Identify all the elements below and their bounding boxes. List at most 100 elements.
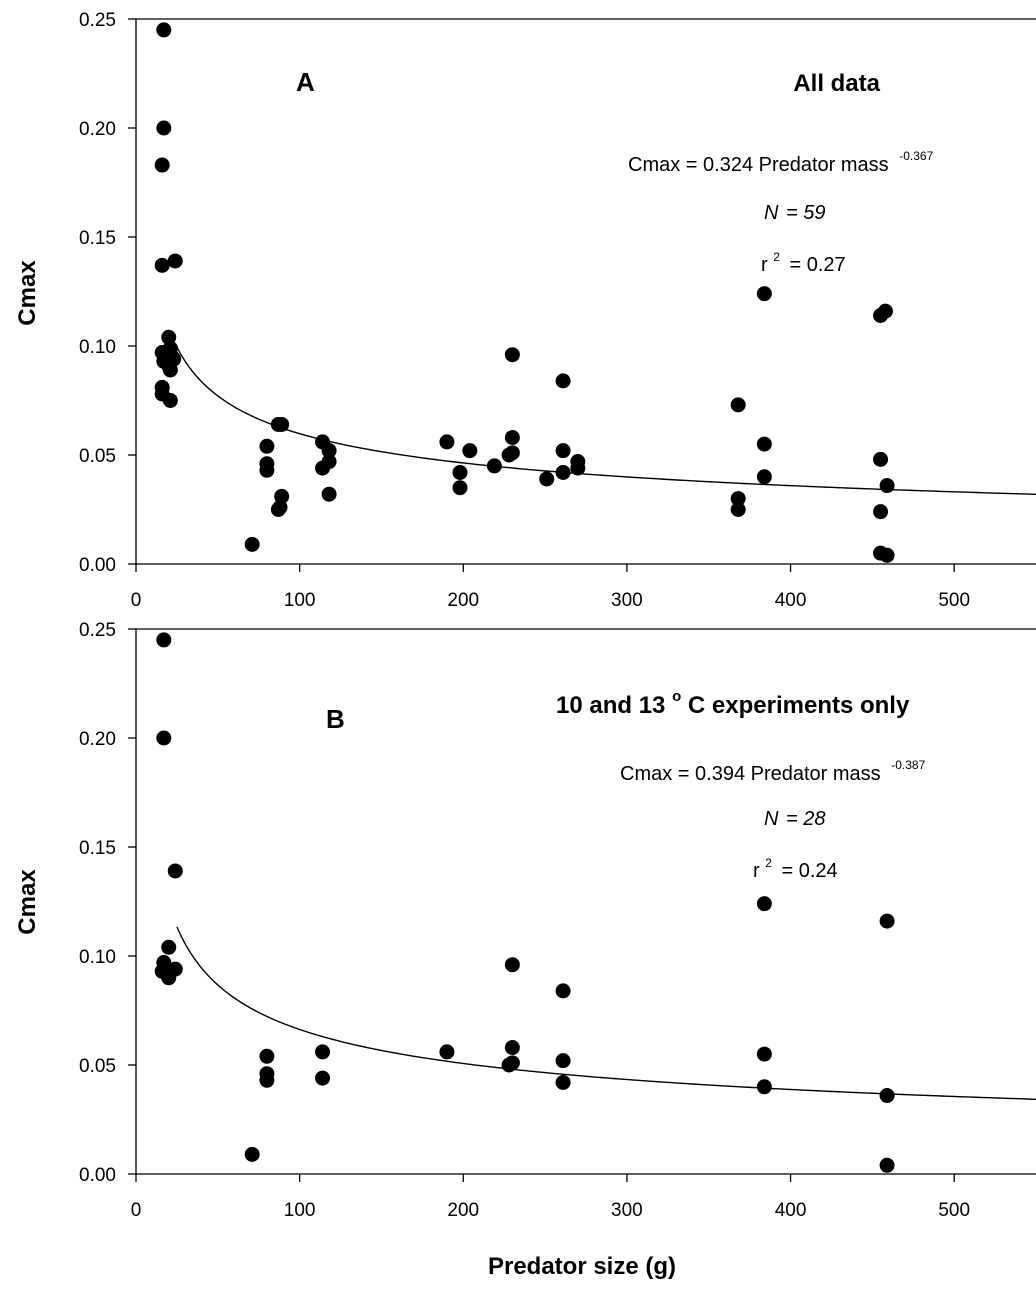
panel-b-y-tick-label: 0.15 bbox=[79, 838, 116, 859]
panel-a-data-point bbox=[486, 458, 502, 474]
panel-a-data-point bbox=[879, 478, 895, 494]
panel-a-n-prefix: N bbox=[764, 202, 779, 224]
panel-a-data-point bbox=[504, 430, 520, 446]
panel-a-data-point bbox=[244, 536, 260, 552]
panel-a-data-point bbox=[321, 443, 337, 459]
panel-a-data-point bbox=[452, 464, 468, 480]
panel-a-subtitle: All data bbox=[793, 70, 880, 97]
panel-a-r2: r 2 = 0.27 bbox=[761, 244, 846, 276]
panel-a-y-tick-label: 0.25 bbox=[79, 10, 116, 31]
panel-a-data-point bbox=[555, 464, 571, 480]
panel-a-data-point bbox=[274, 416, 290, 432]
panel-a-n-value: = 59 bbox=[786, 202, 825, 224]
panel-a-r2-exponent: 2 bbox=[773, 250, 780, 264]
panel-b-equation-text: Cmax = 0.394 Predator mass bbox=[620, 763, 881, 785]
panel-a-data-point bbox=[162, 393, 178, 408]
panel-b: 0.00 0.05 0.10 0.15 0.20 0.25 0 100 200 300 400 500… bbox=[14, 620, 1036, 1280]
panel-b-y-tick-label: 0.05 bbox=[79, 1056, 116, 1077]
panel-b-data-point bbox=[555, 983, 571, 999]
panel-a-data-point bbox=[555, 443, 571, 459]
panel-b-data-point bbox=[315, 1044, 331, 1060]
panel-b-data-point bbox=[161, 970, 177, 986]
panel-b-r2-exponent: 2 bbox=[765, 856, 772, 870]
panel-a-x-tick-label: 0 bbox=[131, 590, 142, 611]
panel-a-data-point bbox=[504, 445, 520, 461]
panel-b-equation: Cmax = 0.394 Predator mass -0.387 bbox=[620, 758, 926, 785]
panel-a-y-tick-label: 0.00 bbox=[79, 555, 116, 576]
panel-a-data-point bbox=[154, 257, 170, 273]
panel-b-n-value: = 28 bbox=[786, 808, 825, 830]
panel-a-points bbox=[154, 22, 895, 563]
panel-a-data-point bbox=[167, 253, 183, 269]
panel-b-x-tick-label: 300 bbox=[611, 1200, 643, 1221]
panel-b-data-point bbox=[555, 1053, 571, 1069]
panel-a-x-tick-label: 500 bbox=[938, 590, 970, 611]
panel-a-data-point bbox=[555, 373, 571, 389]
panel-a-y-tick-label: 0.20 bbox=[79, 119, 116, 140]
panel-a-r2-base: r bbox=[761, 254, 768, 276]
panel-a-data-point bbox=[730, 502, 746, 517]
panel-a-label: A bbox=[296, 67, 315, 97]
panel-a-data-point bbox=[270, 502, 286, 517]
panel-b-data-point bbox=[315, 1070, 331, 1086]
panel-a-data-point bbox=[877, 303, 893, 319]
panel-a-data-point bbox=[879, 547, 895, 563]
panel-a-data-point bbox=[452, 480, 468, 496]
panel-b-axes: 0.00 0.05 0.10 0.15 0.20 0.25 0 100 200 300 400 500 bbox=[79, 620, 1036, 1221]
panel-a-equation-exponent: -0.367 bbox=[899, 149, 933, 163]
panel-b-data-point bbox=[504, 1040, 520, 1056]
panel-b-data-point bbox=[259, 1048, 275, 1064]
panel-a-data-point bbox=[321, 454, 337, 470]
panel-b-y-tick-label: 0.00 bbox=[79, 1165, 116, 1186]
panel-b-data-point bbox=[504, 957, 520, 973]
panel-b-data-point bbox=[439, 1044, 455, 1060]
panel-a-data-point bbox=[156, 22, 172, 38]
panel-a-data-point bbox=[156, 120, 172, 136]
panel-b-data-point bbox=[161, 939, 177, 955]
panel-b-data-point bbox=[167, 863, 183, 879]
panel-b-data-point bbox=[244, 1146, 260, 1162]
panel-a-x-tick-label: 100 bbox=[284, 590, 316, 611]
panel-b-subtitle-prefix: 10 and 13 bbox=[556, 692, 665, 719]
panel-a-data-point bbox=[321, 486, 337, 502]
panel-b-data-point bbox=[259, 1072, 275, 1088]
panel-b-data-point bbox=[756, 1079, 772, 1095]
panel-b-data-point bbox=[156, 632, 172, 648]
panel-a-x-tick-label: 300 bbox=[611, 590, 643, 611]
panel-a-axes: 0.00 0.05 0.10 0.15 0.20 0.25 0 100 200 300 400 500 bbox=[79, 10, 1036, 611]
panel-a-data-point bbox=[756, 469, 772, 485]
panel-b-equation-exponent: -0.387 bbox=[891, 758, 925, 772]
panel-b-fit-curve bbox=[176, 926, 1036, 1100]
panel-b-x-tick-label: 100 bbox=[284, 1200, 316, 1221]
panel-a-data-point bbox=[539, 471, 555, 487]
panel-b-data-point bbox=[879, 1088, 895, 1104]
panel-a-data-point bbox=[873, 451, 889, 467]
panel-b-n-prefix: N bbox=[764, 808, 779, 830]
panel-a-data-point bbox=[504, 347, 520, 363]
panel-a-n: N = 59 bbox=[764, 202, 826, 224]
panel-a-fit-curve bbox=[176, 346, 1036, 495]
panel-b-r2: r 2 = 0.24 bbox=[753, 850, 838, 882]
panel-b-points bbox=[154, 632, 895, 1173]
panel-b-curve-group bbox=[176, 926, 1036, 1100]
panel-a-y-tick-label: 0.10 bbox=[79, 337, 116, 358]
panel-b-data-point bbox=[156, 730, 172, 746]
panel-a-data-point bbox=[756, 286, 772, 302]
panel-a-y-tick-label: 0.05 bbox=[79, 446, 116, 467]
panel-a-x-tick-label: 200 bbox=[447, 590, 479, 611]
panel-b-subtitle-degree: o bbox=[672, 688, 681, 705]
panel-b-data-point bbox=[756, 1046, 772, 1062]
panel-b-data-point bbox=[879, 913, 895, 929]
panel-a-curve-group bbox=[176, 346, 1036, 495]
panel-b-y-tick-label: 0.20 bbox=[79, 729, 116, 750]
panel-a-y-tick-label: 0.15 bbox=[79, 228, 116, 249]
panel-a-data-point bbox=[730, 491, 746, 507]
panel-b-y-tick-label: 0.10 bbox=[79, 947, 116, 968]
panel-b-r2-base: r bbox=[753, 860, 760, 882]
panel-b-ylabel: Cmax bbox=[14, 869, 41, 935]
panel-b-subtitle-suffix: C experiments only bbox=[688, 692, 910, 719]
panel-a-data-point bbox=[730, 397, 746, 413]
panel-b-x-tick-label: 200 bbox=[447, 1200, 479, 1221]
panel-a-equation-text: Cmax = 0.324 Predator mass bbox=[628, 154, 889, 176]
